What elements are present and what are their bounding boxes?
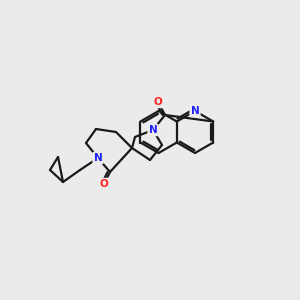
Text: N: N	[190, 106, 200, 116]
Text: N: N	[148, 125, 158, 135]
Text: O: O	[154, 97, 162, 107]
Text: N: N	[94, 153, 102, 163]
Text: O: O	[100, 179, 108, 189]
